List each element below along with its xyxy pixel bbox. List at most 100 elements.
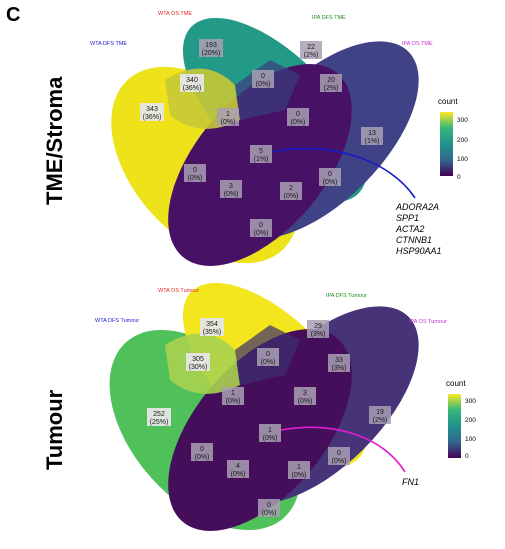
svg-text:0: 0 xyxy=(261,73,265,80)
svg-text:29: 29 xyxy=(314,323,322,330)
svg-text:252: 252 xyxy=(153,411,165,418)
svg-text:(0%): (0%) xyxy=(195,454,210,461)
set-label-wta-os-tme: WTA OS TME xyxy=(158,11,192,17)
svg-text:(0%): (0%) xyxy=(323,179,338,186)
cell-center-left-tme: 1 (0%) xyxy=(217,108,239,126)
svg-text:0: 0 xyxy=(328,171,332,178)
svg-text:(0%): (0%) xyxy=(224,191,239,198)
cell-wta-dfs-os-tumour: 305 (30%) xyxy=(186,353,210,371)
gene-label: SPP1 xyxy=(396,213,419,223)
legend-tumour: count 300 200 100 0 xyxy=(446,379,476,460)
svg-text:300: 300 xyxy=(465,398,476,405)
gene-label: ADORA2A xyxy=(395,202,439,212)
cell-wta-os-ipa-dfs-tme: 0 (0%) xyxy=(252,70,274,88)
svg-text:300: 300 xyxy=(457,117,468,124)
svg-text:1: 1 xyxy=(297,464,301,471)
svg-text:(30%): (30%) xyxy=(189,364,208,371)
svg-text:3: 3 xyxy=(229,183,233,190)
svg-text:5: 5 xyxy=(259,148,263,155)
svg-text:2: 2 xyxy=(289,185,293,192)
svg-text:(2%): (2%) xyxy=(324,85,339,92)
svg-text:0: 0 xyxy=(465,453,469,460)
gene-pointer-tme xyxy=(271,147,416,199)
svg-text:0: 0 xyxy=(266,351,270,358)
cell-ipa-dfs-os-tumour: 33 (3%) xyxy=(328,354,350,372)
cell-wta-os-only-tumour: 354 (35%) xyxy=(200,318,224,336)
cell-mid-right-tme: 2 (0%) xyxy=(280,182,302,200)
cell-center-left-tumour: 1 (0%) xyxy=(222,387,244,405)
cell-lower-right-tme: 0 (0%) xyxy=(319,168,341,186)
set-label-ipa-dfs-tme: IPA DFS TME xyxy=(312,15,346,21)
cell-all-four-tme: 5 (1%) xyxy=(250,145,272,163)
cell-ipa-dfs-only-tumour: 29 (3%) xyxy=(307,320,329,338)
set-label-wta-dfs-tumour: WTA DFS Tumour xyxy=(95,318,139,324)
set-label-ipa-os-tumour: IPA OS Tumour xyxy=(409,319,447,325)
svg-text:354: 354 xyxy=(206,321,218,328)
svg-text:(1%): (1%) xyxy=(254,156,269,163)
cell-bottom-tumour: 0 (0%) xyxy=(258,499,280,517)
svg-text:(1%): (1%) xyxy=(365,138,380,145)
cell-lower-left-tumour: 0 (0%) xyxy=(191,443,213,461)
set-label-ipa-os-tme: IPA OS TME xyxy=(402,41,433,47)
svg-text:(2%): (2%) xyxy=(373,417,388,424)
svg-text:(20%): (20%) xyxy=(202,50,221,57)
svg-text:(3%): (3%) xyxy=(332,365,347,372)
svg-text:19: 19 xyxy=(376,409,384,416)
svg-text:(25%): (25%) xyxy=(150,419,169,426)
cell-lower-left-tme: 0 (0%) xyxy=(184,164,206,182)
svg-text:0: 0 xyxy=(259,222,263,229)
gene-label: FN1 xyxy=(402,477,419,487)
svg-text:(0%): (0%) xyxy=(291,119,306,126)
region-upper-overlap-tme xyxy=(235,60,300,120)
svg-text:4: 4 xyxy=(236,463,240,470)
svg-text:100: 100 xyxy=(465,436,476,443)
svg-text:13: 13 xyxy=(368,130,376,137)
cell-wta-dfs-os-tme: 340 (36%) xyxy=(180,74,204,92)
svg-text:1: 1 xyxy=(226,111,230,118)
svg-text:1: 1 xyxy=(231,390,235,397)
svg-text:(35%): (35%) xyxy=(203,329,222,336)
svg-text:100: 100 xyxy=(457,156,468,163)
svg-text:22: 22 xyxy=(307,44,315,51)
svg-text:1: 1 xyxy=(268,427,272,434)
svg-text:count: count xyxy=(446,379,466,388)
cell-wta-dfs-only-tumour: 252 (25%) xyxy=(147,408,171,426)
gene-list-tumour: FN1 xyxy=(402,477,419,487)
svg-text:(0%): (0%) xyxy=(226,398,241,405)
cell-mid-left-tme: 3 (0%) xyxy=(220,180,242,198)
panel-letter: C xyxy=(6,4,21,26)
svg-text:0: 0 xyxy=(337,450,341,457)
svg-text:(0%): (0%) xyxy=(332,458,347,465)
svg-text:33: 33 xyxy=(335,357,343,364)
cell-ipa-dfs-os-tme: 20 (2%) xyxy=(320,74,342,92)
gene-label: ACTA2 xyxy=(395,224,424,234)
svg-text:0: 0 xyxy=(296,111,300,118)
cell-center-right-tumour: 3 (0%) xyxy=(294,387,316,405)
svg-text:200: 200 xyxy=(465,417,476,424)
svg-text:193: 193 xyxy=(205,42,217,49)
cell-wta-dfs-only-tme: 343 (36%) xyxy=(140,103,164,121)
svg-text:(2%): (2%) xyxy=(304,52,319,59)
gene-pointer-tumour xyxy=(280,426,406,473)
cell-mid-left-tumour: 4 (0%) xyxy=(227,460,249,478)
svg-text:(0%): (0%) xyxy=(256,81,271,88)
gene-label: HSP90AA1 xyxy=(396,246,442,256)
svg-text:(0%): (0%) xyxy=(254,230,269,237)
svg-text:0: 0 xyxy=(267,502,271,509)
legend-tme: count 300 200 100 0 xyxy=(438,97,468,181)
cell-ipa-os-only-tme: 13 (1%) xyxy=(361,127,383,145)
set-label-wta-os-tumour: WTA OS Tumour xyxy=(158,288,199,294)
svg-text:(36%): (36%) xyxy=(183,85,202,92)
venn-tumour: WTA DFS Tumour WTA OS Tumour IPA DFS Tum… xyxy=(95,282,476,531)
cell-wta-os-only-tme: 193 (20%) xyxy=(199,39,223,57)
svg-text:0: 0 xyxy=(200,446,204,453)
set-label-ipa-dfs-tumour: IPA DFS Tumour xyxy=(326,293,367,299)
cell-mid-right-tumour: 1 (0%) xyxy=(288,461,310,479)
svg-text:200: 200 xyxy=(457,137,468,144)
svg-text:(0%): (0%) xyxy=(188,175,203,182)
svg-text:0: 0 xyxy=(193,167,197,174)
svg-text:(0%): (0%) xyxy=(292,472,307,479)
cell-ipa-os-only-tumour: 19 (2%) xyxy=(369,406,391,424)
svg-text:(36%): (36%) xyxy=(143,114,162,121)
